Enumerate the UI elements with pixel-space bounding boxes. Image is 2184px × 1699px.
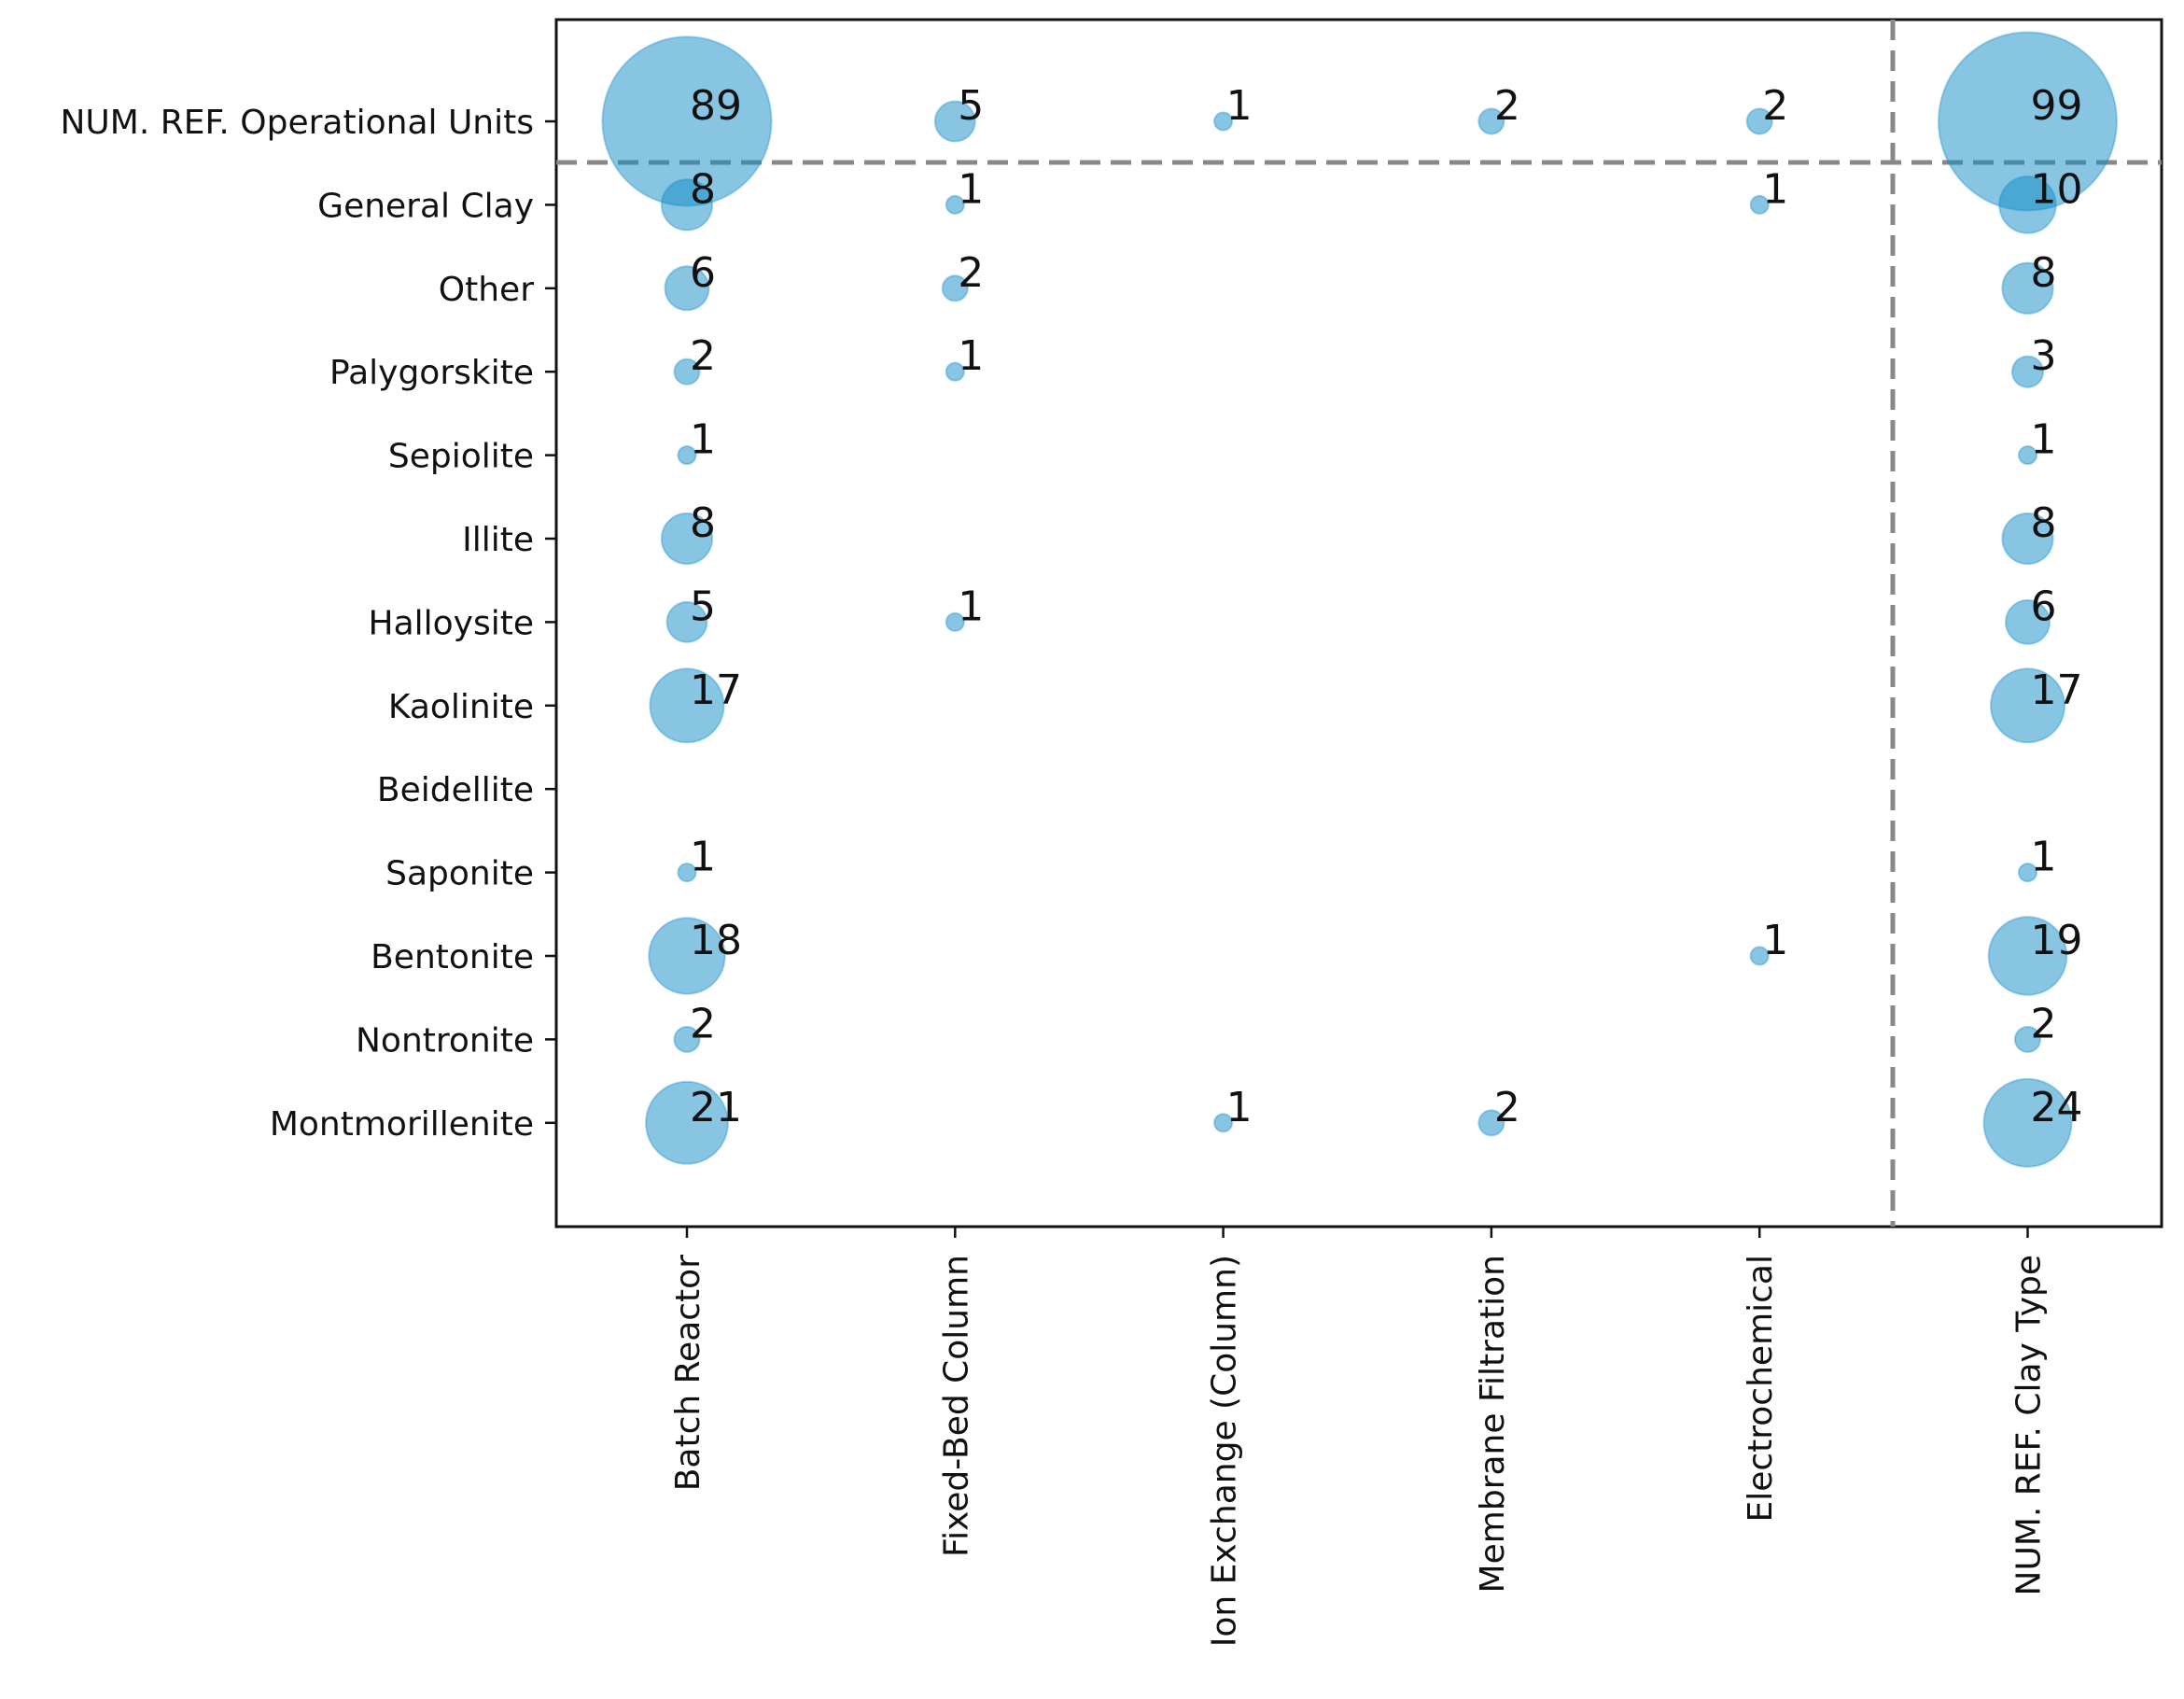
bubble xyxy=(2013,1025,2042,1053)
bubble xyxy=(660,512,714,566)
bubble xyxy=(945,611,965,633)
y-tick-label: Illite xyxy=(462,521,534,559)
data-label: 1 xyxy=(690,834,716,881)
data-label: 1 xyxy=(958,165,984,213)
data-label: 1 xyxy=(2031,416,2057,464)
bubble xyxy=(1477,1109,1505,1137)
data-label: 5 xyxy=(690,583,716,630)
bubble xyxy=(945,361,965,382)
x-tick-label: Electrochemical xyxy=(1742,1255,1780,1523)
bubble xyxy=(648,917,726,995)
bubble xyxy=(2001,261,2054,315)
data-label: 17 xyxy=(690,667,742,714)
data-label: 1 xyxy=(1226,1084,1253,1131)
data-label: 1 xyxy=(958,583,984,630)
y-tick-label: Other xyxy=(439,271,534,309)
bubble xyxy=(649,667,725,744)
y-tick-label: Montmorillenite xyxy=(270,1105,534,1144)
bubble xyxy=(941,274,969,302)
x-tick-label: Ion Exchange (Column) xyxy=(1206,1255,1244,1647)
bubble xyxy=(2004,598,2051,645)
bubble xyxy=(1989,667,2066,744)
y-tick-label: Saponite xyxy=(385,855,534,893)
bubble xyxy=(1213,1113,1234,1133)
bubble xyxy=(664,265,710,312)
data-label: 2 xyxy=(2031,1000,2057,1047)
x-tick-label: Membrane Filtration xyxy=(1474,1255,1512,1593)
data-label: 3 xyxy=(2031,332,2057,380)
data-label: 99 xyxy=(2031,82,2083,130)
y-tick-label: Sepiolite xyxy=(388,438,534,476)
data-label: 2 xyxy=(1762,82,1788,130)
data-label: 2 xyxy=(690,1000,716,1047)
bubble xyxy=(2010,355,2045,388)
y-tick-label: Palygorskite xyxy=(329,354,534,392)
data-label: 17 xyxy=(2031,667,2083,714)
bubble xyxy=(673,358,701,386)
data-label: 1 xyxy=(1762,165,1788,213)
data-label: 1 xyxy=(1226,82,1253,130)
bubble xyxy=(933,100,976,143)
bubble xyxy=(945,194,965,215)
bubble xyxy=(677,863,697,883)
bubble xyxy=(1745,107,1773,135)
data-label: 5 xyxy=(958,82,984,130)
y-tick-label: Kaolinite xyxy=(388,688,534,726)
y-tick-label: Nontronite xyxy=(356,1021,534,1060)
data-label: 1 xyxy=(690,416,716,464)
data-label: 24 xyxy=(2031,1084,2083,1131)
data-label: 2 xyxy=(1494,82,1520,130)
bubble xyxy=(1987,916,2068,996)
data-label: 19 xyxy=(2031,917,2083,964)
y-tick-label: Halloysite xyxy=(369,604,535,642)
bubble xyxy=(2017,863,2038,883)
data-label: 1 xyxy=(958,332,984,380)
data-label: 89 xyxy=(690,82,742,130)
data-label: 2 xyxy=(958,249,984,297)
bubble xyxy=(1749,194,1770,215)
bubble xyxy=(1213,111,1234,132)
data-label: 8 xyxy=(690,165,716,213)
data-label: 6 xyxy=(2031,583,2057,630)
bubble xyxy=(645,1080,729,1165)
bubble xyxy=(665,600,708,643)
data-label: 2 xyxy=(690,332,716,380)
bubble xyxy=(1749,946,1770,966)
data-label: 2 xyxy=(1494,1084,1520,1131)
x-tick-label: Batch Reactor xyxy=(669,1255,707,1491)
data-label: 8 xyxy=(2031,249,2057,297)
data-label: 18 xyxy=(690,917,742,964)
data-label: 21 xyxy=(690,1084,742,1131)
y-tick-label: Bentonite xyxy=(371,938,534,976)
x-tick-label: NUM. REF. Clay Type xyxy=(2010,1255,2049,1595)
bubble xyxy=(677,445,697,466)
bubble xyxy=(2001,512,2054,566)
y-tick-label: General Clay xyxy=(317,187,534,225)
data-label: 6 xyxy=(690,249,716,297)
data-label: 10 xyxy=(2031,165,2083,213)
bubble xyxy=(1998,176,2057,234)
bubble xyxy=(1477,107,1505,135)
bubble xyxy=(673,1025,701,1053)
y-tick-label: NUM. REF. Operational Units xyxy=(61,104,535,142)
bubble xyxy=(1982,1077,2073,1168)
data-label: 1 xyxy=(1762,917,1788,964)
bubble xyxy=(660,178,714,232)
data-label: 8 xyxy=(2031,499,2057,547)
bubble xyxy=(2017,445,2038,466)
plot-frame xyxy=(554,18,2163,1229)
y-tick-label: Beidellite xyxy=(377,771,534,809)
x-tick-label: Fixed-Bed Column xyxy=(937,1255,975,1557)
data-label: 1 xyxy=(2031,834,2057,881)
data-label: 8 xyxy=(690,499,716,547)
